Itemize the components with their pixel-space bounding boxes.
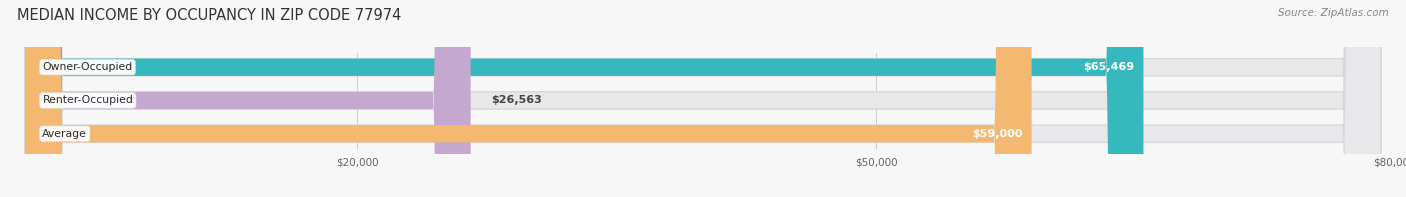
FancyBboxPatch shape — [25, 0, 1381, 197]
Text: Renter-Occupied: Renter-Occupied — [42, 96, 134, 105]
Text: Source: ZipAtlas.com: Source: ZipAtlas.com — [1278, 8, 1389, 18]
FancyBboxPatch shape — [25, 0, 471, 197]
Text: Owner-Occupied: Owner-Occupied — [42, 62, 132, 72]
Text: $26,563: $26,563 — [491, 96, 543, 105]
FancyBboxPatch shape — [25, 0, 1381, 197]
FancyBboxPatch shape — [25, 0, 1032, 197]
Text: $65,469: $65,469 — [1084, 62, 1135, 72]
FancyBboxPatch shape — [25, 0, 1381, 197]
Text: $59,000: $59,000 — [973, 129, 1024, 139]
Text: MEDIAN INCOME BY OCCUPANCY IN ZIP CODE 77974: MEDIAN INCOME BY OCCUPANCY IN ZIP CODE 7… — [17, 8, 401, 23]
Text: Average: Average — [42, 129, 87, 139]
FancyBboxPatch shape — [25, 0, 1143, 197]
